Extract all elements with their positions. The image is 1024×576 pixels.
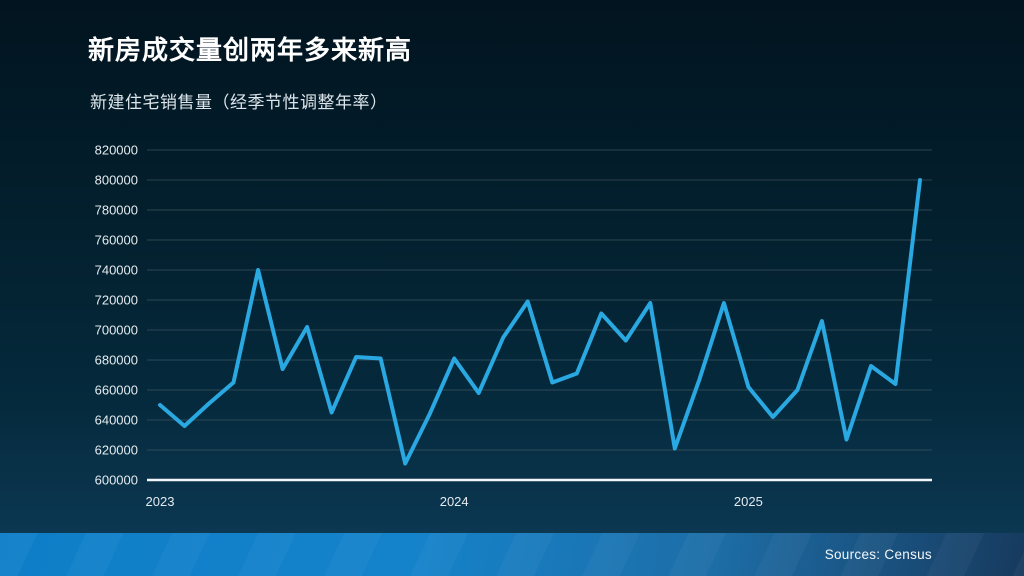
- y-tick-label: 740000: [95, 263, 138, 278]
- footer-bar: Sources: Census: [0, 533, 1024, 576]
- sales-line: [158, 178, 922, 466]
- y-tick-label: 680000: [95, 353, 138, 368]
- y-tick-label: 720000: [95, 293, 138, 308]
- chart-subtitle: 新建住宅销售量（经季节性调整年率）: [90, 93, 388, 112]
- y-tick-label: 700000: [95, 323, 138, 338]
- y-tick-label: 800000: [95, 173, 138, 188]
- line-chart: 600000 620000 640000 660000 680000 700000 7200…: [95, 143, 932, 509]
- y-tick-label: 820000: [95, 143, 138, 158]
- y-tick-label: 620000: [95, 443, 138, 458]
- y-tick-label: 600000: [95, 473, 138, 488]
- x-tick-label: 2023: [146, 494, 175, 509]
- page-title: 新房成交量创两年多来新高: [88, 35, 413, 65]
- source-label: Sources: Census: [824, 547, 932, 562]
- y-tick-label: 760000: [95, 233, 138, 248]
- y-tick-label: 660000: [95, 383, 138, 398]
- y-tick-label: 780000: [95, 203, 138, 218]
- x-tick-label: 2024: [440, 494, 469, 509]
- y-tick-label: 640000: [95, 413, 138, 428]
- x-tick-label: 2025: [734, 494, 763, 509]
